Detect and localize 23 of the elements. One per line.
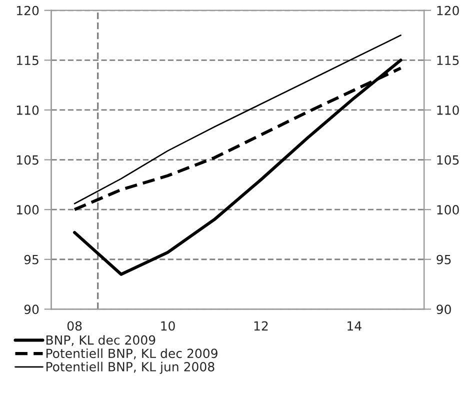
y-tick-label: 100 [16,205,39,214]
y2-tick-label: 105 [437,155,459,165]
y2-tick-label: 90 [436,304,451,314]
x-tick-label: 12 [254,321,268,330]
legend-label: Potentiell BNP, KL jun 2008 [46,362,214,374]
legend-label: BNP, KL dec 2009 [46,335,156,346]
y2-tick-label: 110 [437,105,459,115]
line-series [73,58,402,276]
y2-tick-label: 120 [437,6,459,16]
y-tick-label: 95 [24,254,38,264]
y2-tick-label: 95 [436,254,451,264]
y-tick-label: 110 [16,105,39,115]
y2-tick-label: 115 [437,56,459,66]
y-tick-label: 115 [16,56,38,66]
x-tick-label: 08 [67,321,82,331]
y-tick-label: 90 [24,304,39,314]
x-tick-label: 14 [348,321,362,330]
line-series [74,34,402,204]
y-tick-label: 120 [16,6,39,16]
y2-tick-label: 100 [437,205,459,214]
y-tick-label: 105 [16,155,38,165]
legend-label: Potentiell BNP, KL dec 2009 [46,348,218,360]
x-tick-label: 10 [161,321,175,331]
